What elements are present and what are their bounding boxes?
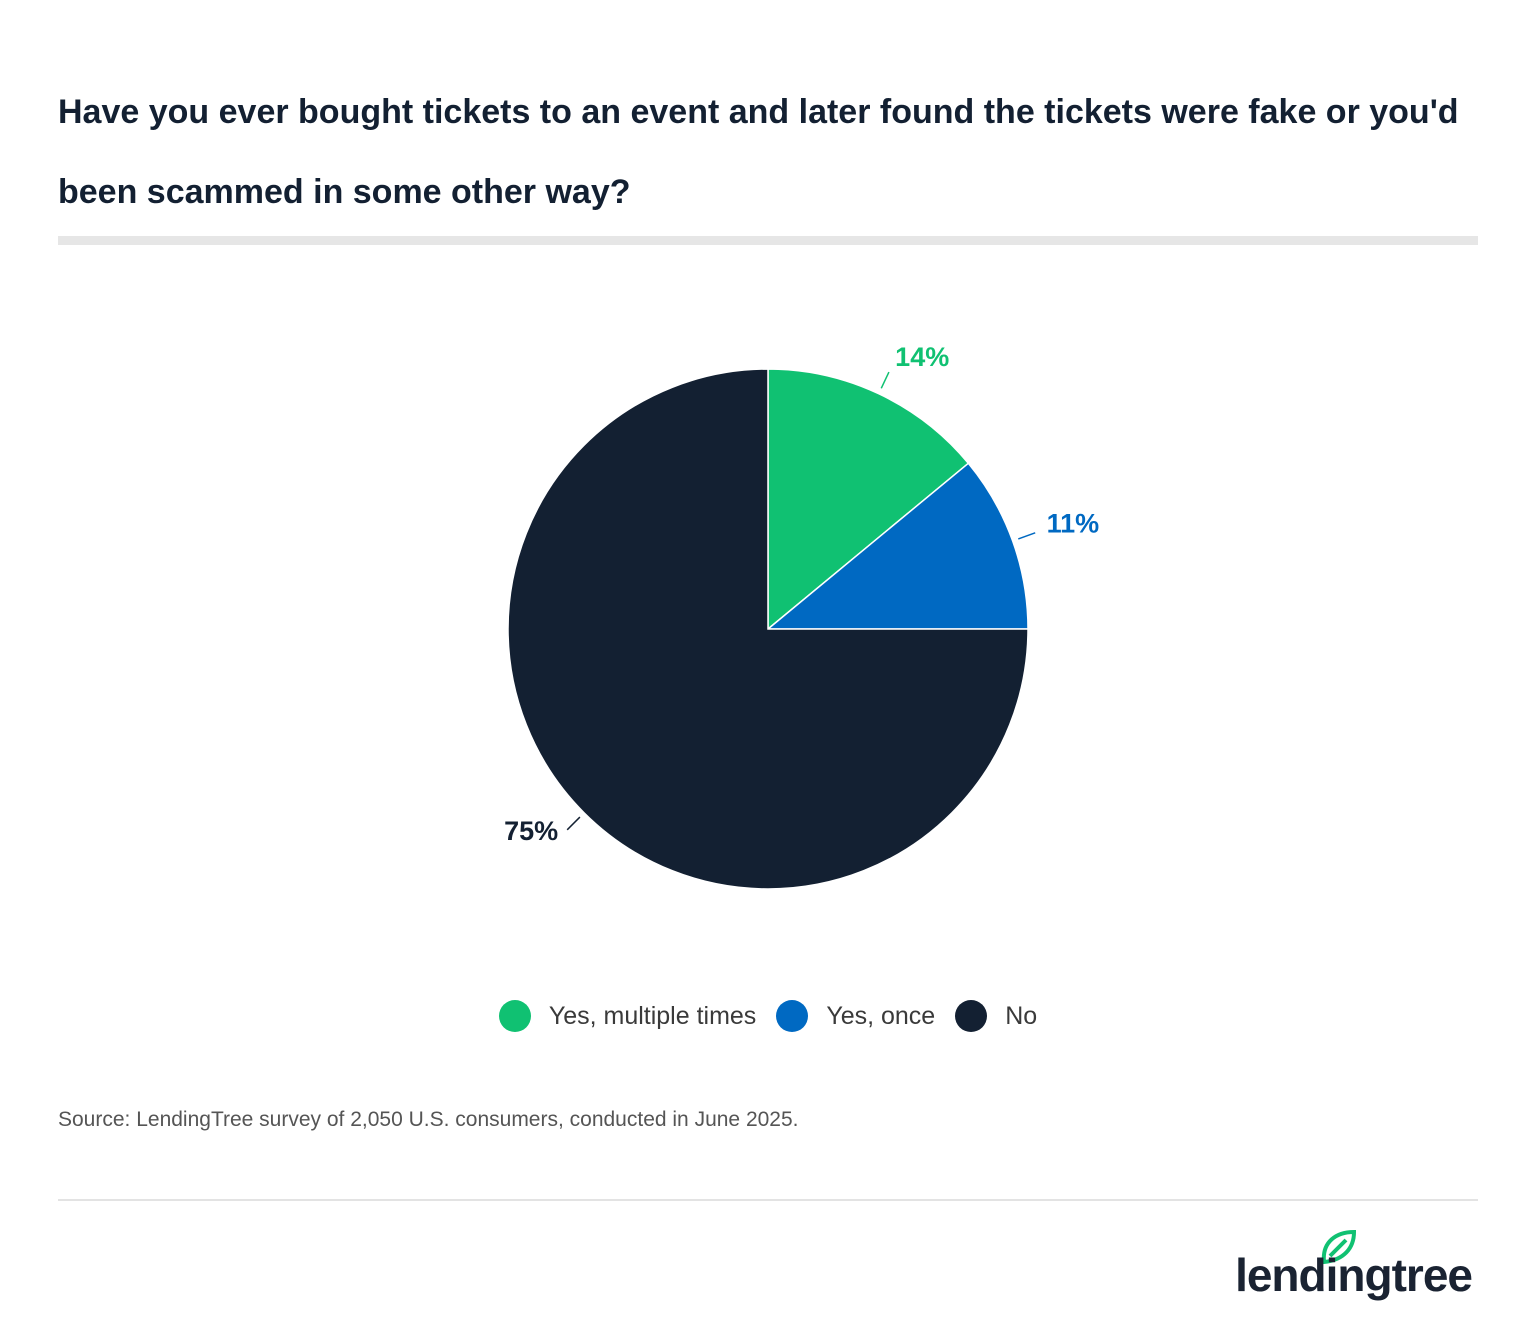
legend-item: No	[955, 1000, 1037, 1032]
logo-leaf	[1321, 1229, 1357, 1264]
leader-line	[566, 816, 581, 831]
title: Have you ever bought tickets to an event…	[58, 93, 1459, 211]
pie-slice	[767, 368, 970, 631]
data-label: 75%	[504, 816, 558, 846]
pie-slice	[765, 462, 1029, 630]
data-label: 11%	[1047, 509, 1100, 539]
legend-item: Yes, once	[776, 1000, 935, 1032]
legend-label: No	[1005, 1001, 1038, 1030]
data-label: 14%	[895, 342, 949, 372]
logo: lendingtree	[1235, 1249, 1473, 1301]
legend: Yes, multiple times Yes, once No	[0, 1000, 1536, 1032]
legend-swatch	[955, 1000, 988, 1032]
pie-slice	[507, 368, 1029, 890]
legend-label: Yes, once	[826, 1001, 936, 1030]
legend-swatch	[776, 1000, 809, 1032]
leader-line	[880, 371, 890, 389]
chart: 14% 11% 75%	[504, 342, 1100, 890]
divider	[58, 236, 1478, 245]
legend-swatch	[498, 1000, 531, 1032]
divider	[58, 1199, 1478, 1201]
leader-line	[1018, 532, 1036, 540]
legend-item: Yes, multiple times	[498, 1000, 757, 1032]
legend-label: Yes, multiple times	[548, 1001, 757, 1030]
source: Source: LendingTree survey of 2,050 U.S.…	[58, 1108, 799, 1131]
